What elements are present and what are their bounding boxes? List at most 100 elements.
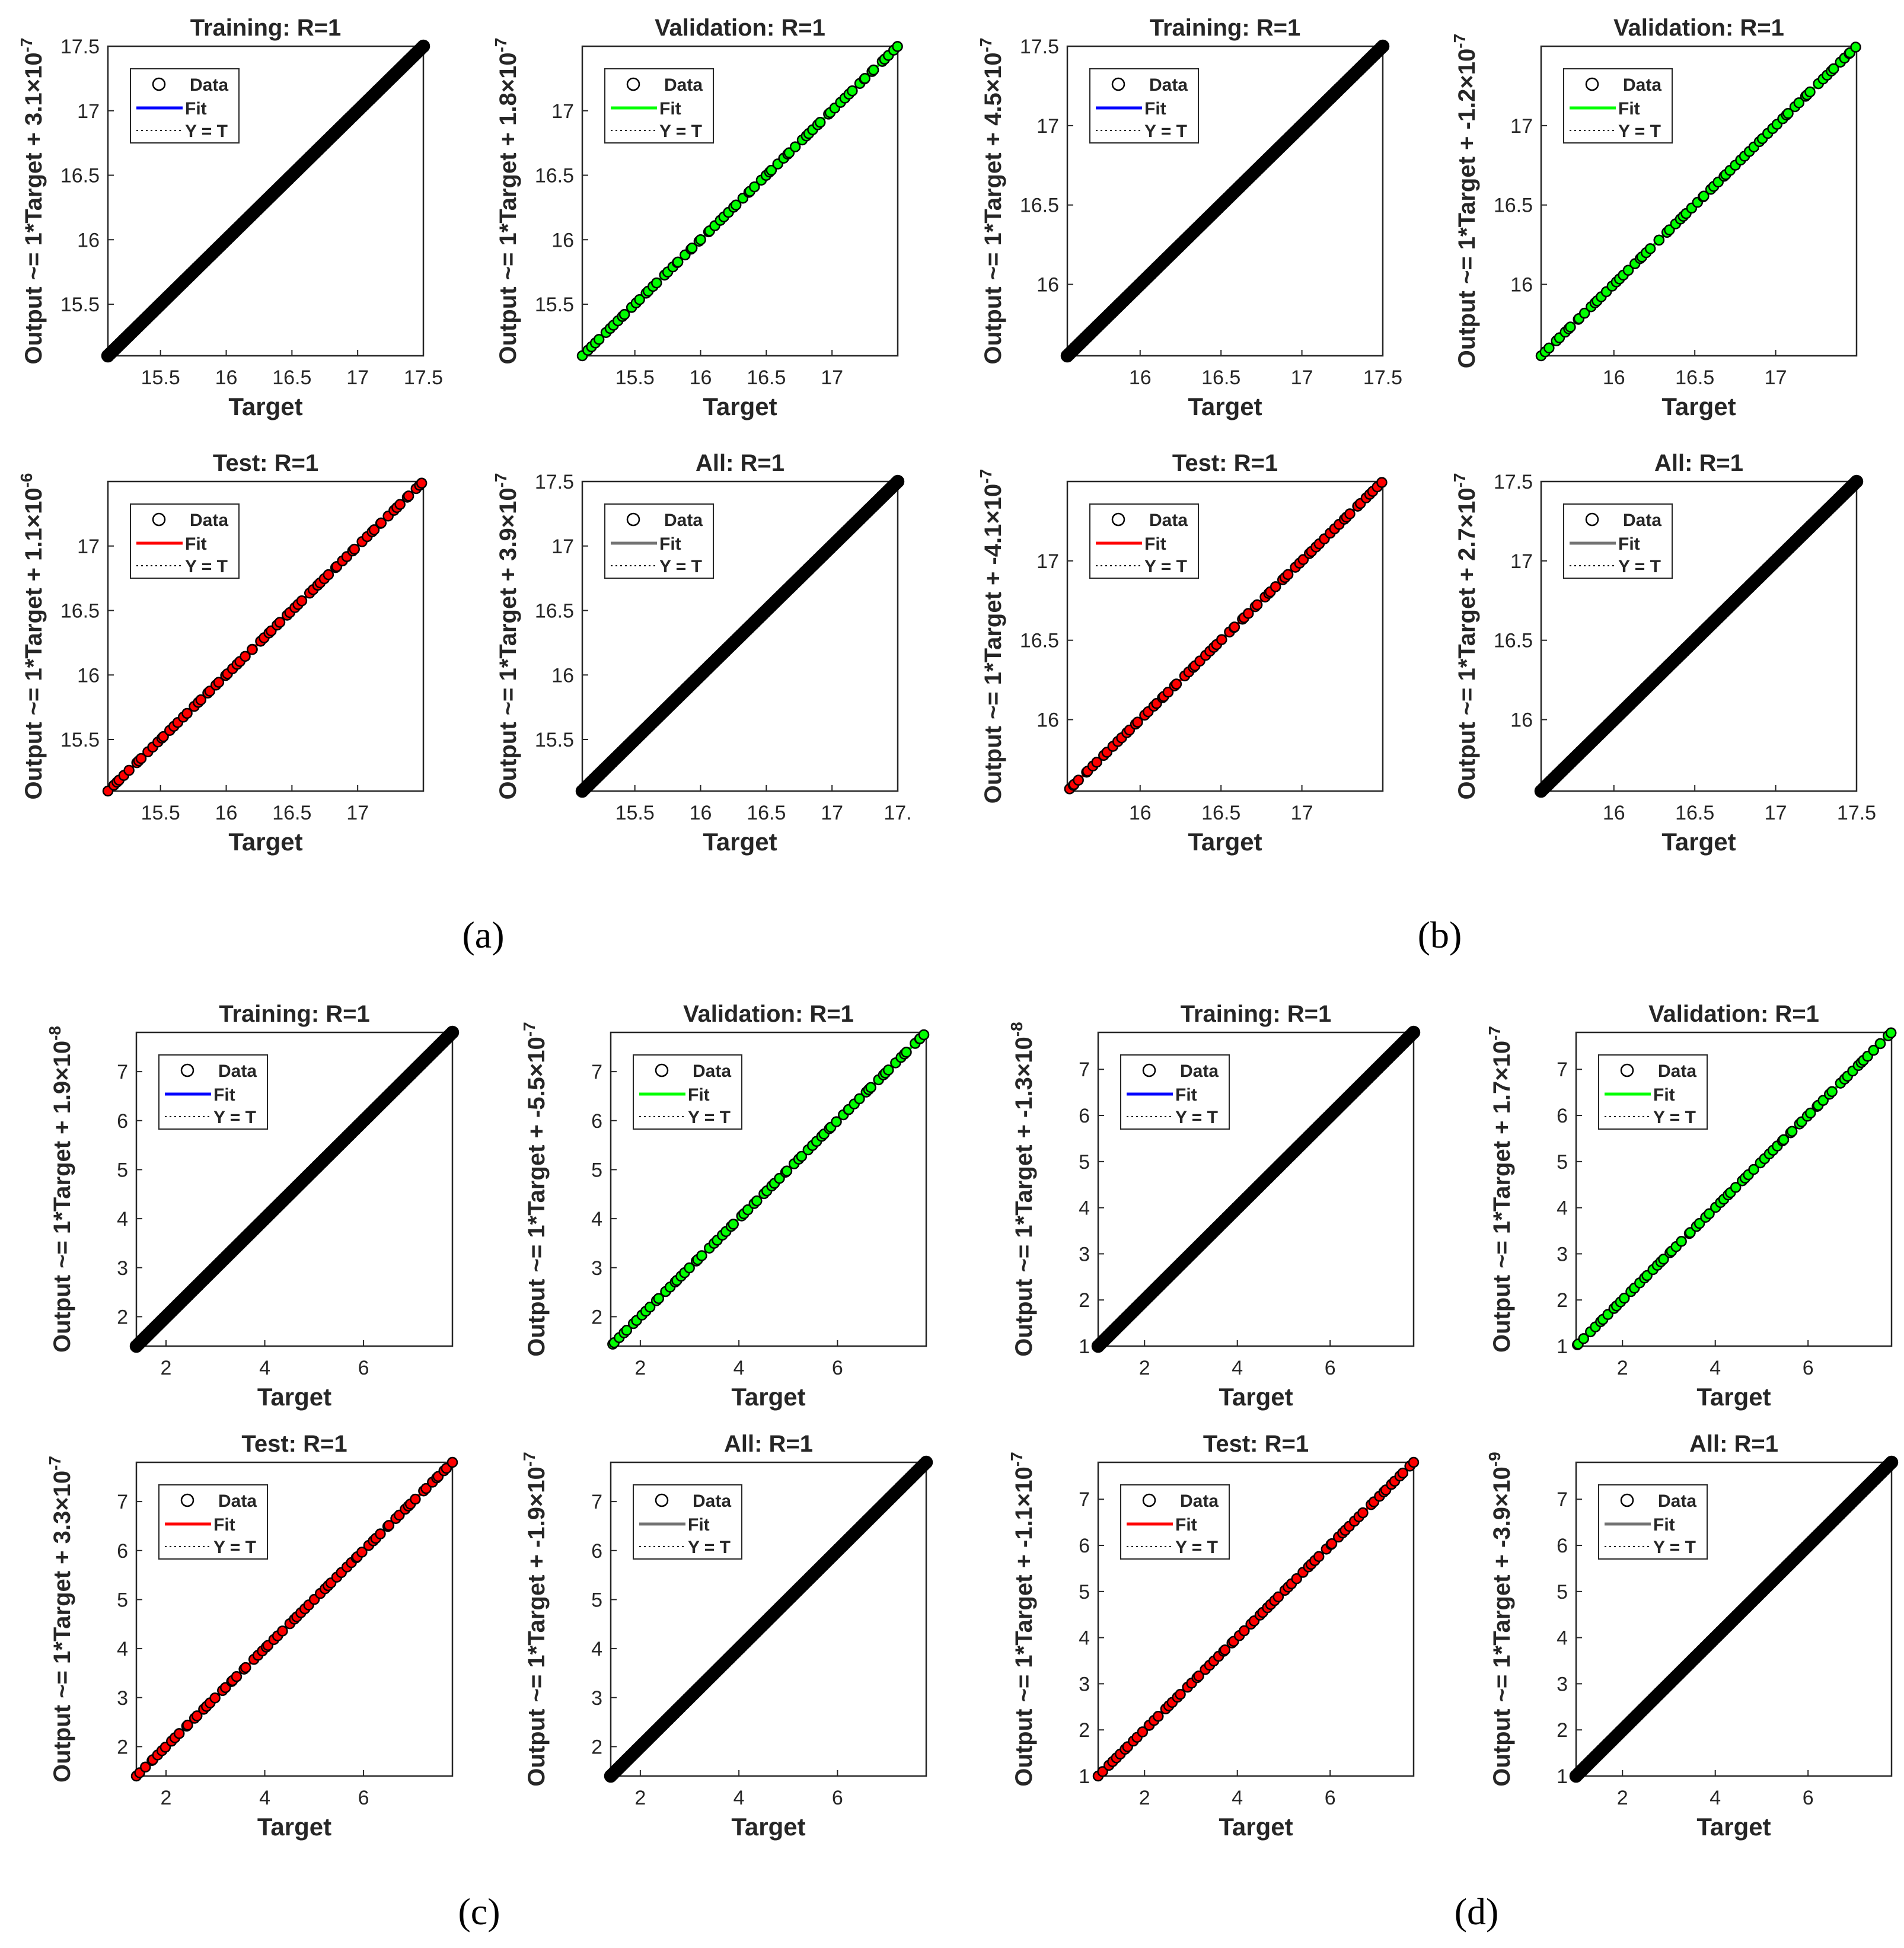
x-tick-label: 4 [259, 1357, 270, 1379]
regression-plot: All: R=1 2 4 6 1 2 3 4 5 6 7 Target Output ~= 1*Targ… [1485, 1431, 1899, 1841]
legend-fit-label: Fit [1144, 99, 1166, 119]
legend-fit-label: Fit [659, 99, 681, 119]
x-axis-label: Target [1188, 393, 1262, 420]
y-axis-label: Output ~= 1*Target + -3.9×10-9 [1485, 1452, 1515, 1786]
x-axis-label: Target [703, 393, 777, 420]
data-point [1376, 477, 1388, 488]
y-tick-label: 17 [77, 100, 100, 123]
legend: Data Fit Y = T [130, 503, 240, 579]
y-tick-label: 1 [1079, 1335, 1090, 1358]
data-point [1849, 474, 1864, 489]
data-point [814, 117, 826, 128]
y-tick-label: 7 [117, 1491, 128, 1513]
data-point [1698, 190, 1710, 202]
plot-title: All: R=1 [724, 1431, 813, 1457]
legend-data-label: Data [1180, 1061, 1219, 1081]
x-tick-label: 6 [832, 1357, 843, 1379]
legend-box [1598, 1484, 1708, 1560]
data-point [191, 1710, 203, 1721]
x-axis-label: Target [1661, 393, 1736, 420]
plot-title: All: R=1 [1689, 1431, 1778, 1457]
x-axis-label: Target [1219, 1383, 1293, 1411]
x-tick-label: 16 [215, 366, 238, 389]
data-point [323, 569, 334, 581]
y-axis-label: Output ~= 1*Target + 3.1×10-7 [17, 37, 47, 364]
legend-data-marker [655, 1493, 669, 1507]
regression-plot: Training: R=1 2 4 6 1 2 3 4 5 6 7 Target Output ~= 1… [1007, 1001, 1421, 1411]
y-tick-label: 17.5 [1494, 471, 1533, 493]
data-point [416, 39, 430, 53]
legend: Data Fit Y = T [158, 1484, 268, 1560]
x-tick-label: 16.5 [1201, 366, 1240, 389]
y-tick-label: 16 [77, 229, 100, 251]
y-tick-label: 6 [1079, 1105, 1090, 1127]
data-point [1326, 1538, 1338, 1550]
y-axis-label: Output ~= 1*Target + 1.8×10-7 [492, 37, 521, 364]
legend: Data Fit Y = T [633, 1054, 742, 1130]
data-point [859, 73, 870, 84]
data-point [672, 256, 684, 268]
data-point [1782, 108, 1794, 119]
legend: Data Fit Y = T [1598, 1484, 1708, 1560]
legend-identity-label: Y = T [1653, 1538, 1696, 1557]
y-axis-label: Output ~= 1*Target + 1.7×10-7 [1485, 1026, 1515, 1353]
data-point [1730, 1182, 1742, 1193]
y-tick-label: 2 [1079, 1289, 1090, 1312]
y-axis-label: Output ~= 1*Target + 4.5×10-7 [977, 37, 1006, 364]
regression-plot: Test: R=1 15.5 16 16.5 17 15.5 16 16.5 17 Target O… [17, 450, 428, 856]
plot-title: Training: R=1 [1181, 1001, 1332, 1027]
y-tick-label: 4 [1557, 1197, 1568, 1220]
legend-identity-label: Y = T [659, 557, 702, 576]
data-point [644, 1302, 656, 1313]
data-point [1282, 569, 1294, 581]
legend-box [1120, 1484, 1230, 1560]
x-tick-label: 16.5 [1675, 802, 1714, 824]
data-point [135, 753, 147, 764]
y-tick-label: 7 [1557, 1059, 1568, 1081]
y-tick-label: 6 [1557, 1535, 1568, 1557]
legend-identity-label: Y = T [1653, 1108, 1696, 1127]
x-axis-label: Target [1219, 1813, 1293, 1841]
data-point [1543, 342, 1555, 354]
data-point [901, 1047, 912, 1058]
legend-box [130, 68, 240, 144]
x-tick-label: 16 [1603, 802, 1625, 824]
data-point [1153, 1711, 1164, 1722]
legend-data-label: Data [218, 1061, 257, 1081]
y-tick-label: 16 [551, 664, 574, 687]
legend: Data Fit Y = T [1089, 68, 1199, 144]
x-axis-label: Target [257, 1383, 331, 1411]
legend-fit-label: Fit [688, 1515, 710, 1535]
y-tick-label: 16.5 [1494, 630, 1533, 652]
data-point [182, 1719, 193, 1731]
y-tick-label: 7 [1079, 1059, 1090, 1081]
x-tick-label: 16.5 [272, 802, 311, 824]
regression-plot: Test: R=1 2 4 6 1 2 3 4 5 6 7 Target Output ~= 1*Tar… [1007, 1431, 1420, 1841]
legend-data-label: Data [218, 1491, 257, 1511]
y-tick-label: 4 [591, 1638, 602, 1660]
y-tick-label: 16.5 [1494, 195, 1533, 217]
legend: Data Fit Y = T [1120, 1054, 1230, 1130]
y-tick-label: 3 [117, 1687, 128, 1710]
x-tick-label: 16 [690, 802, 712, 824]
plot-title: Test: R=1 [241, 1431, 347, 1457]
data-point [1644, 243, 1656, 254]
data-point [1658, 1254, 1669, 1265]
data-point [789, 141, 801, 152]
data-point [618, 308, 630, 320]
x-tick-label: 4 [1710, 1357, 1721, 1379]
legend-data-label: Data [1623, 75, 1661, 95]
data-point [1291, 1573, 1302, 1584]
x-tick-label: 17 [821, 802, 843, 824]
y-axis-label: Output ~= 1*Target + 2.7×10-7 [1450, 473, 1480, 799]
regression-plot: All: R=1 16 16.5 17 17.5 16 16.5 17 17.5 Target Ou… [1450, 450, 1876, 856]
legend-box [604, 503, 714, 579]
y-tick-label: 3 [591, 1257, 602, 1280]
legend-box [1598, 1054, 1708, 1130]
legend-data-marker [655, 1063, 669, 1077]
x-tick-label: 16 [215, 802, 238, 824]
x-tick-label: 16.5 [272, 366, 311, 389]
legend-identity-label: Y = T [1144, 122, 1187, 141]
y-tick-label: 3 [591, 1687, 602, 1710]
data-point [1578, 307, 1590, 319]
